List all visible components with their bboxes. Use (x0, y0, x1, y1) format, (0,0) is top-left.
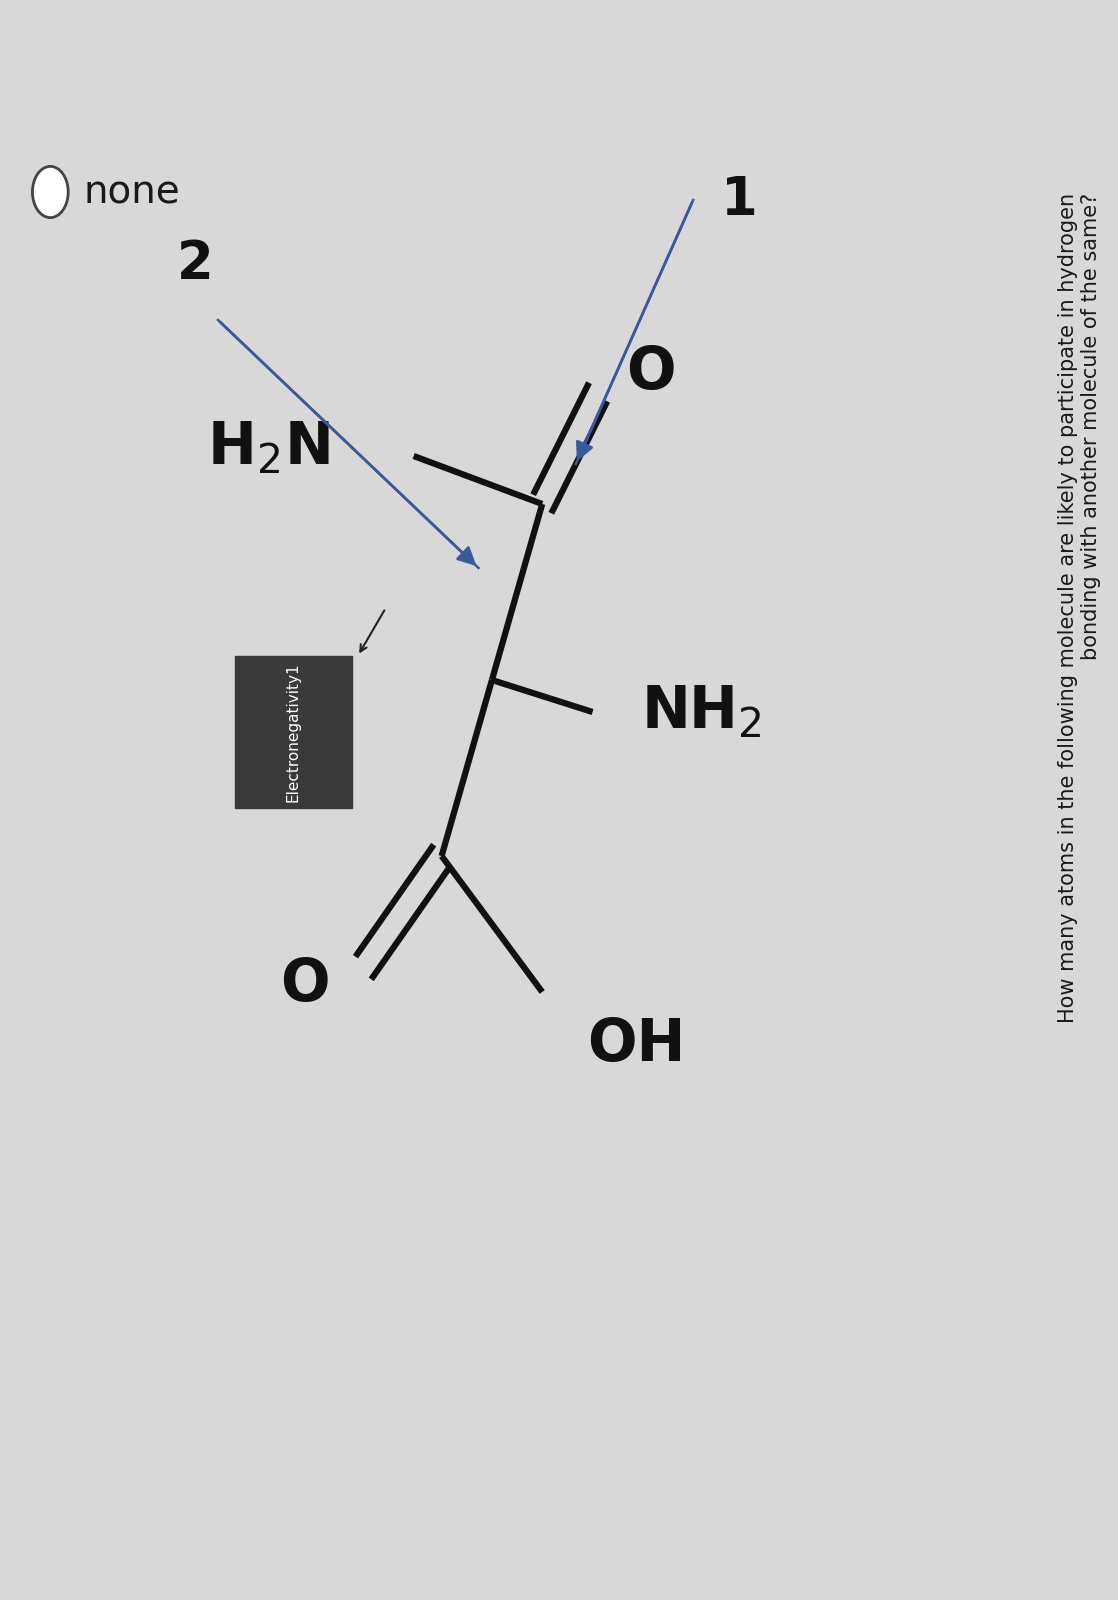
Text: OH: OH (587, 1016, 685, 1074)
Text: H$_2$N: H$_2$N (207, 419, 330, 477)
FancyBboxPatch shape (235, 656, 352, 808)
Text: O: O (626, 344, 675, 402)
Text: 2: 2 (178, 238, 214, 290)
Text: 1: 1 (721, 174, 758, 226)
Text: none: none (84, 173, 181, 211)
Text: How many atoms in the following molecule are likely to participate in hydrogen
b: How many atoms in the following molecule… (1058, 194, 1101, 1022)
Text: O: O (281, 955, 330, 1013)
Text: NH$_2$: NH$_2$ (641, 683, 761, 741)
Text: Electronegativity1: Electronegativity1 (286, 662, 301, 802)
Circle shape (32, 166, 68, 218)
